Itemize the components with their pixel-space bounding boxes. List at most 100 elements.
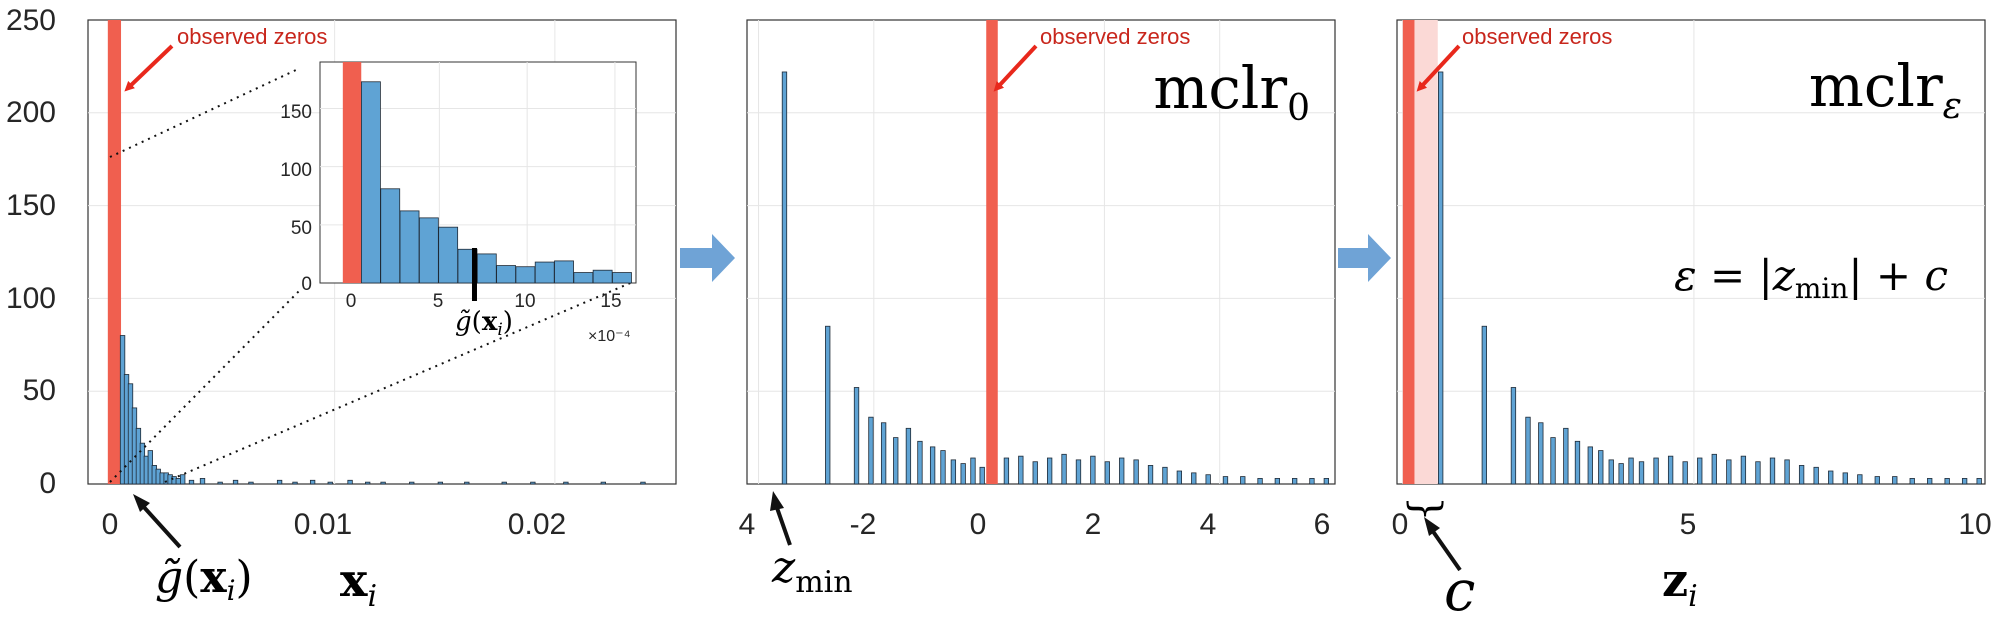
histogram-bar: [1133, 459, 1139, 485]
observed-zeros-label: observed zeros: [1462, 24, 1612, 49]
histogram-bar: [1857, 474, 1863, 485]
x-tick-label: 0: [1392, 508, 1409, 541]
histogram-bar: [1587, 446, 1593, 485]
histogram-bar: [612, 272, 632, 284]
histogram-bar: [476, 253, 497, 284]
histogram-bar: [309, 479, 316, 485]
histogram-bar: [438, 226, 459, 284]
flow-arrow-icon: [1338, 234, 1391, 282]
histogram-bar: [1119, 457, 1125, 485]
x-tick-label: 0.01: [294, 508, 352, 541]
histogram-bar: [1291, 478, 1298, 485]
histogram-bar: [1618, 463, 1624, 485]
x-tick-label: 4: [1200, 508, 1217, 541]
histogram-bar: [1550, 437, 1556, 485]
y-tick-labels: 0 50 100 150 200 250: [6, 4, 56, 500]
histogram-bar: [1842, 472, 1848, 485]
x-tick-label: 0.02: [508, 508, 566, 541]
zeros-bar: [342, 62, 362, 283]
panel-title: mclr0: [1153, 54, 1310, 129]
inset-x-tick-label: 15: [600, 291, 621, 312]
histogram-bar: [979, 466, 985, 485]
inset-g-tilde-label: g̃(xi): [455, 307, 513, 340]
histogram-bar: [180, 474, 186, 485]
histogram-bar: [1323, 478, 1330, 485]
histogram-bar: [1191, 472, 1197, 485]
histogram-bar: [1481, 325, 1487, 485]
histogram-bar: [199, 478, 206, 485]
histogram-bar: [380, 188, 401, 284]
histogram-bar: [1563, 427, 1569, 485]
histogram-bar: [1740, 455, 1747, 485]
observed-zeros-label: observed zeros: [1040, 24, 1190, 49]
histogram-bar: [365, 481, 371, 485]
histogram-bar: [347, 479, 353, 485]
zoom-line: [164, 280, 636, 483]
histogram-bar: [940, 450, 946, 485]
y-tick-label: 150: [6, 189, 56, 222]
histogram-bar: [563, 481, 569, 485]
histogram-bar: [418, 217, 439, 284]
histogram-bar: [1176, 470, 1183, 485]
x-axis-label: xi: [340, 553, 377, 614]
histogram-bar: [1682, 461, 1688, 485]
panel-right: 0 5 10 mclrε ε = |zmin| + c observed zer…: [1392, 19, 1992, 617]
histogram-bar: [1961, 478, 1968, 485]
histogram-bar: [893, 437, 899, 485]
x-tick-label: 4: [739, 508, 756, 541]
histogram-bar: [1240, 476, 1246, 485]
z-min-label: zmin: [771, 542, 853, 600]
x-tick-label: 2: [1085, 508, 1102, 541]
histogram-bar: [781, 71, 788, 485]
c-label: c: [1444, 559, 1475, 617]
x-tick-label: 10: [1958, 508, 1991, 541]
x-tick-labels: 0 0.01 0.02: [102, 508, 567, 541]
x-tick-label: -2: [850, 508, 877, 541]
y-tick-label: 250: [6, 4, 56, 37]
histogram-bar: [248, 481, 254, 485]
pointer-arrow-icon: [124, 44, 174, 92]
histogram-bar: [276, 479, 283, 485]
bars: [1402, 20, 1982, 485]
histogram-bar: [950, 459, 957, 485]
panel-title: mclrε: [1809, 52, 1962, 127]
zeros-bar: [1402, 20, 1415, 484]
pointer-arrow-icon: [993, 44, 1038, 92]
y-tick-label: 0: [39, 467, 56, 500]
histogram-bar: [1874, 476, 1880, 485]
histogram-bar: [592, 269, 613, 284]
y-tick-label: 200: [6, 96, 56, 129]
x-tick-label: 6: [1314, 508, 1331, 541]
histogram-bar: [1061, 453, 1067, 485]
arrowhead: [770, 491, 784, 511]
histogram-bar: [437, 481, 444, 485]
histogram-bar: [573, 272, 594, 284]
x-tick-label: 0: [102, 508, 119, 541]
pointer-arrow-icon: [1430, 528, 1462, 572]
histogram-bar: [929, 446, 936, 485]
histogram-bar: [1257, 478, 1263, 485]
histogram-bar: [905, 427, 912, 485]
histogram-bar: [1162, 466, 1168, 485]
inset: 0 50 100 150 0 5 10 15 ×10⁻⁴ g̃(xi): [280, 61, 637, 345]
histogram-bar: [640, 481, 646, 485]
histogram-bar: [361, 81, 381, 284]
histogram-bar: [464, 481, 470, 485]
histogram-bar: [1784, 459, 1790, 485]
inset-y-tick-label: 150: [280, 102, 312, 123]
histogram-bar: [1608, 459, 1614, 485]
inset-x-multiplier: ×10⁻⁴: [588, 328, 631, 345]
histogram-bar: [825, 325, 831, 485]
observed-zeros-label: observed zeros: [177, 24, 327, 49]
histogram-bar: [1003, 457, 1010, 485]
histogram-bar: [1944, 478, 1950, 485]
x-axis-label: zi: [1662, 553, 1698, 614]
histogram-bar: [1892, 476, 1898, 485]
histogram-bar: [868, 416, 874, 485]
histogram-bar: [1628, 457, 1634, 485]
inset-x-tick-label: 0: [346, 291, 357, 312]
histogram-bar: [554, 260, 574, 284]
inset-x-tick-label: 10: [514, 291, 535, 312]
arrowhead: [1424, 517, 1440, 536]
